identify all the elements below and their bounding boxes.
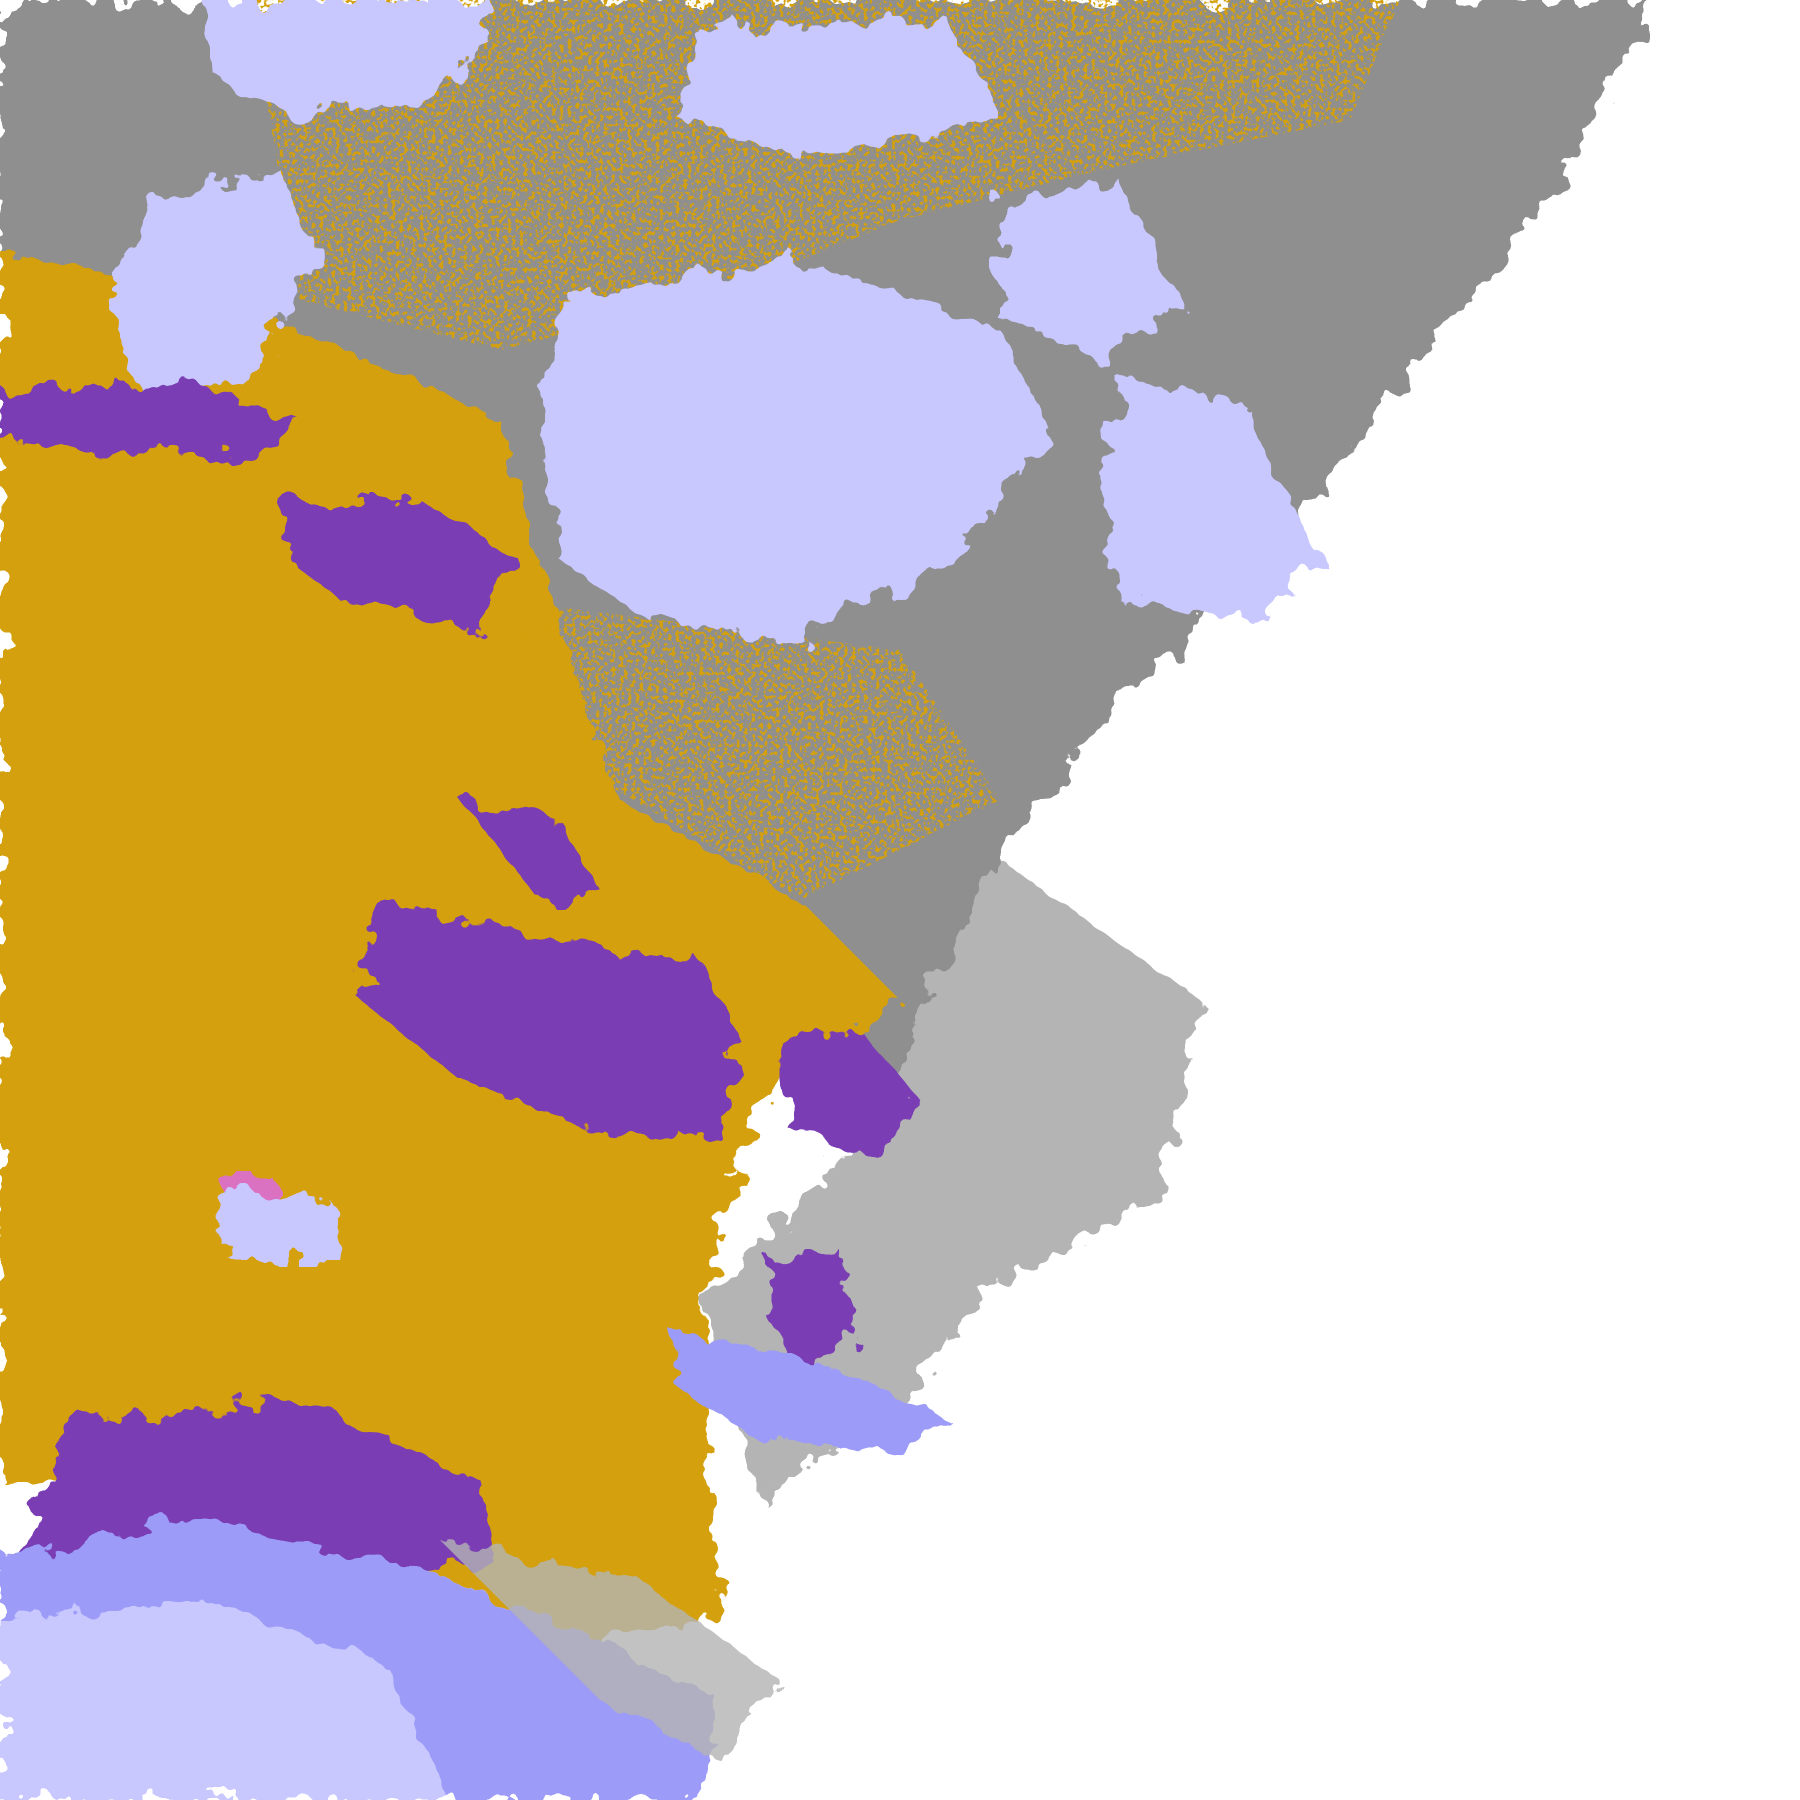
- lavender-cloud-region: [680, 20, 1000, 160]
- lavender-cloud-region: [540, 260, 1050, 640]
- purple-cloud-region: [360, 900, 740, 1140]
- purple-cloud-region: [280, 500, 520, 630]
- purple-cloud-region: [0, 380, 300, 460]
- lavender-cloud-region: [1000, 180, 1180, 360]
- lavender-cloud-region: [200, 0, 500, 120]
- lavender-cloud-region: [110, 170, 320, 400]
- periwinkle-cloud-region: [670, 1330, 950, 1450]
- gold-cloud-region: [500, 600, 1000, 900]
- lavender-cloud-region: [1100, 380, 1320, 620]
- purple-cloud-region: [780, 1030, 920, 1160]
- lavender-cloud-region: [0, 1600, 450, 1800]
- gold-cloud-region: [250, 0, 1400, 350]
- gray-cloud-region: [440, 1540, 780, 1760]
- purple-cloud-region: [770, 1250, 860, 1370]
- lavender-cloud-region: [210, 1190, 340, 1260]
- purple-cloud-region: [460, 800, 600, 900]
